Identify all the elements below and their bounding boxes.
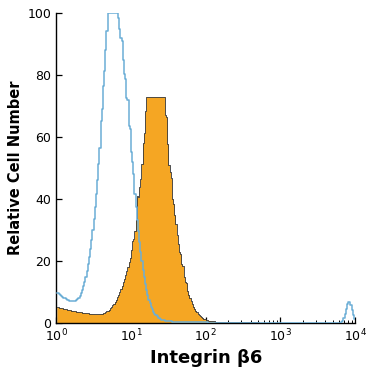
Y-axis label: Relative Cell Number: Relative Cell Number bbox=[8, 81, 23, 255]
X-axis label: Integrin β6: Integrin β6 bbox=[150, 349, 262, 367]
